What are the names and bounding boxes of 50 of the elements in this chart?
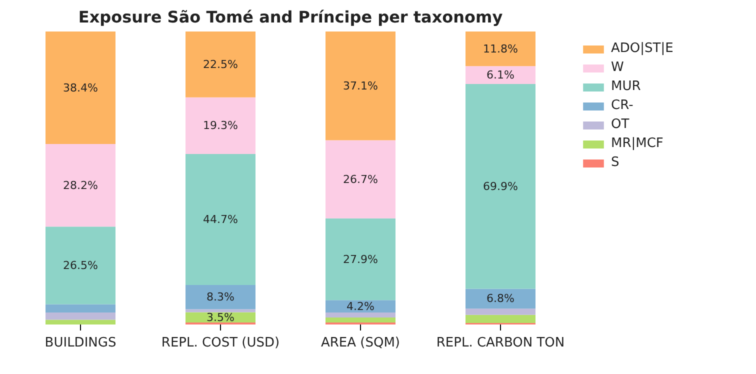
bar	[46, 226, 116, 304]
legend-label: ADO|ST|E	[611, 41, 674, 56]
bar	[466, 84, 536, 289]
data-label: 11.8%	[483, 42, 518, 56]
legend-label: MR|MCF	[611, 136, 664, 151]
x-tick-label: AREA (SQM)	[320, 336, 400, 350]
bar	[46, 304, 116, 312]
bar	[466, 314, 536, 324]
bar	[186, 97, 256, 154]
bar	[186, 284, 256, 310]
bar	[326, 312, 396, 318]
chart-title: Exposure São Tomé and Príncipe per taxonomy	[78, 8, 504, 26]
x-tick-label: REPL. CARBON TON	[436, 336, 565, 350]
legend-label: CR-	[611, 98, 634, 113]
bar	[466, 288, 536, 309]
bar	[326, 140, 396, 218]
legend-label: OT	[611, 117, 630, 132]
data-label: 27.9%	[343, 252, 378, 266]
data-label: 69.9%	[483, 180, 518, 193]
data-label: 44.7%	[203, 212, 238, 226]
legend-label: S	[611, 155, 620, 170]
data-label: 26.5%	[63, 258, 98, 272]
bar	[466, 308, 536, 315]
bar	[326, 317, 396, 322]
legend-label: MUR	[611, 79, 641, 94]
data-label: 4.2%	[346, 300, 374, 313]
bar	[46, 32, 116, 144]
x-tick-label: BUILDINGS	[44, 336, 116, 350]
data-label: 6.1%	[486, 68, 514, 82]
bar	[186, 154, 256, 285]
data-label: 28.2%	[63, 178, 98, 192]
bar	[466, 66, 536, 84]
bar	[466, 32, 536, 66]
bar	[326, 300, 396, 312]
bar	[326, 218, 396, 300]
bar	[46, 144, 116, 227]
data-label: 8.3%	[206, 290, 234, 304]
data-label: 6.8%	[486, 292, 514, 306]
data-label: 22.5%	[203, 58, 238, 71]
legend-label: W	[611, 60, 625, 75]
data-label: 38.4%	[63, 81, 98, 94]
data-label: 3.5%	[206, 310, 234, 324]
data-label: 37.1%	[343, 79, 378, 92]
bar	[46, 312, 116, 320]
data-label: 19.3%	[203, 119, 238, 132]
bar	[186, 32, 256, 98]
data-label: 26.7%	[343, 172, 378, 186]
bar	[326, 32, 396, 140]
x-tick-label: REPL. COST (USD)	[161, 336, 280, 350]
bar	[46, 320, 116, 324]
